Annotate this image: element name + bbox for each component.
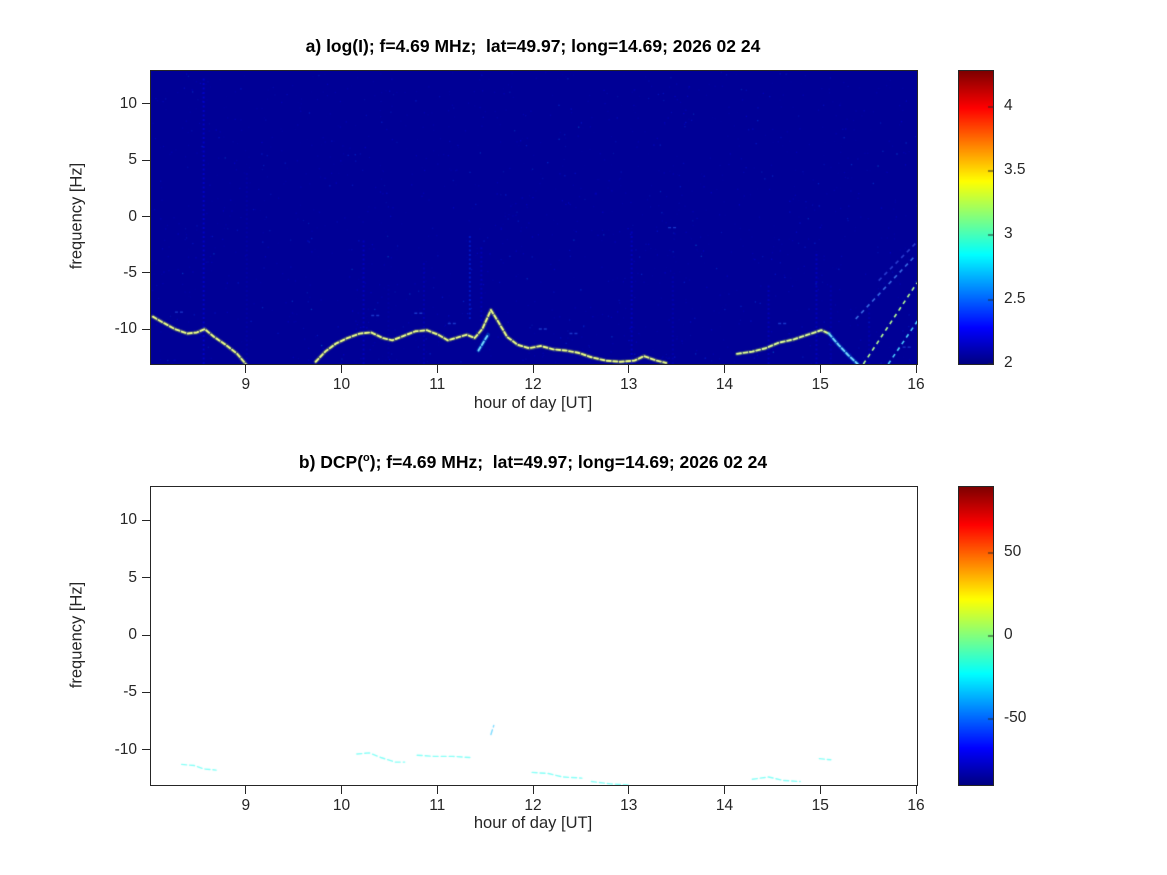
x-tick-label: 13 — [620, 797, 638, 814]
y-tick-label: 5 — [128, 151, 137, 169]
y-tick-label: 5 — [128, 568, 137, 586]
x-tick-label: 12 — [524, 376, 542, 393]
colorbar-tick-label: 4 — [1004, 96, 1013, 114]
colorbar-tick-label: 50 — [1004, 543, 1022, 561]
x-tick-label: 12 — [524, 797, 542, 814]
x-tick-mark — [819, 786, 821, 794]
panel-b-colorbar — [958, 486, 994, 786]
y-tick-mark — [142, 577, 150, 579]
x-tick-label: 9 — [241, 797, 251, 814]
y-tick-mark — [142, 328, 150, 330]
x-tick-label: 15 — [811, 376, 829, 393]
x-tick-mark — [341, 786, 342, 794]
y-tick-label: 10 — [119, 94, 137, 112]
y-tick-mark — [142, 103, 150, 105]
x-tick-mark — [819, 365, 821, 373]
y-tick-mark — [142, 519, 150, 521]
x-tick-mark — [724, 786, 725, 794]
panel-b-title-superscript: o — [363, 452, 370, 465]
y-tick-label: 0 — [128, 207, 137, 225]
panel-b-title-suffix: ); f=4.69 MHz; lat=49.97; long=14.69; 20… — [369, 452, 768, 472]
x-tick-mark — [915, 786, 917, 794]
x-tick-label: 14 — [715, 376, 734, 393]
colorbar-tick-label: 2.5 — [1004, 289, 1026, 307]
x-tick-label: 10 — [332, 797, 351, 814]
panel-a-xlabel: hour of day [UT] — [473, 394, 593, 412]
x-tick-label: 11 — [429, 797, 446, 814]
x-tick-mark — [341, 365, 342, 373]
panel-a-title: a) log(I); f=4.69 MHz; lat=49.97; long=1… — [305, 36, 761, 56]
x-tick-label: 15 — [811, 797, 829, 814]
x-tick-mark — [628, 786, 630, 794]
panel-a-ylabel: frequency [Hz] — [67, 162, 86, 270]
panel-b-title-prefix: b) DCP( — [298, 452, 364, 472]
y-tick-mark — [142, 216, 150, 217]
x-tick-label: 16 — [907, 797, 925, 814]
x-tick-label: 13 — [620, 376, 638, 393]
y-tick-label: -5 — [123, 263, 137, 281]
panel-a-colorbar — [958, 70, 994, 365]
x-tick-label: 14 — [715, 797, 734, 814]
x-tick-mark — [628, 365, 630, 373]
x-tick-mark — [436, 365, 438, 373]
colorbar-tick-label: -50 — [1004, 708, 1027, 726]
colorbar-tick-label: 0 — [1004, 626, 1013, 643]
y-tick-label: -10 — [114, 740, 137, 758]
y-tick-label: -10 — [114, 320, 137, 338]
y-tick-label: 10 — [119, 511, 137, 529]
y-tick-label: -5 — [123, 683, 137, 701]
x-tick-label: 9 — [241, 376, 251, 393]
x-tick-mark — [724, 365, 725, 373]
x-tick-label: 16 — [907, 376, 925, 393]
colorbar-tick-label: 2 — [1004, 354, 1013, 371]
panel-a-heatmap — [150, 70, 918, 365]
panel-b-title: b) DCP(o); f=4.69 MHz; lat=49.97; long=1… — [150, 452, 916, 473]
x-tick-mark — [532, 786, 534, 794]
x-tick-mark — [436, 786, 438, 794]
colorbar-tick-label: 3 — [1004, 225, 1013, 243]
y-tick-mark — [142, 749, 150, 751]
y-tick-mark — [142, 691, 150, 693]
colorbar-tick-label: 3.5 — [1004, 161, 1026, 179]
panel-b-heatmap — [150, 486, 918, 786]
panel-b-ylabel: frequency [Hz] — [67, 581, 86, 689]
x-tick-mark — [532, 365, 534, 373]
x-tick-label: 10 — [332, 376, 351, 393]
y-tick-mark — [142, 634, 150, 636]
y-tick-mark — [142, 159, 150, 161]
y-tick-label: 0 — [128, 626, 137, 643]
y-tick-mark — [142, 272, 150, 274]
panel-b-xlabel: hour of day [UT] — [473, 814, 593, 832]
x-tick-mark — [245, 365, 247, 373]
x-tick-label: 11 — [429, 376, 446, 393]
x-tick-mark — [245, 786, 247, 794]
x-tick-mark — [915, 365, 917, 373]
